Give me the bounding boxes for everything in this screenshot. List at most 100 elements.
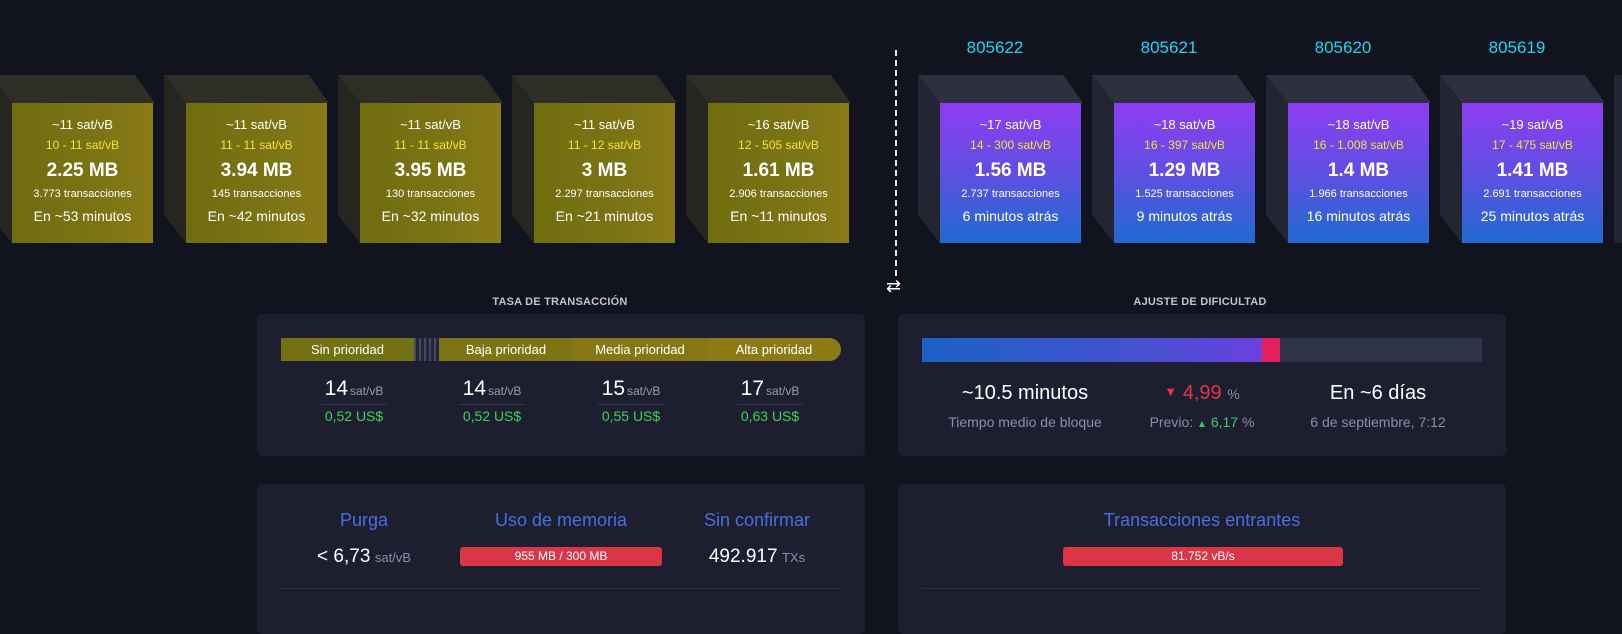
fees-section-title: TASA DE TRANSACCIÓN [492, 296, 628, 308]
block-size: 3.95 MB [394, 160, 467, 181]
fee-usd: 0,55 US$ [598, 404, 664, 424]
block-eta: En ~11 minutos [730, 208, 827, 224]
next-block-edge [1614, 75, 1622, 243]
fee-no-priority: 14 sat/vB 0,52 US$ [294, 377, 414, 426]
block-time-ago: 16 minutos atrás [1306, 208, 1411, 224]
avg-block-time-value: ~10.5 minutos [961, 382, 1089, 404]
pending-block[interactable]: ~11 sat/vB 11 - 11 sat/vB 3.94 MB 145 tr… [164, 75, 329, 243]
difficulty-progress-track [922, 338, 1482, 362]
block-size: 1.29 MB [1148, 160, 1221, 181]
priority-medium: Media prioridad [573, 338, 707, 361]
fee-usd: 0,63 US$ [737, 404, 803, 424]
difficulty-eta: En ~6 días 6 de septiembre, 7:12 [1278, 382, 1478, 430]
previous-unit: % [1241, 414, 1255, 430]
block-size: 3.94 MB [220, 160, 293, 181]
block-height-link[interactable]: 805619 [1488, 38, 1546, 57]
priority-none: Sin prioridad [281, 338, 414, 361]
block-tx-count: 2.906 transacciones [729, 188, 828, 200]
block-fee-range: 11 - 11 sat/vB [220, 138, 293, 152]
pending-block[interactable]: ~16 sat/vB 12 - 505 sat/vB 1.61 MB 2.906… [686, 75, 851, 243]
block-median-fee: ~11 sat/vB [400, 117, 461, 132]
block-fee-range: 17 - 475 sat/vB [1492, 138, 1573, 152]
fee-unit: sat/vB [766, 384, 800, 398]
block-fee-range: 16 - 397 sat/vB [1144, 138, 1225, 152]
mined-block[interactable]: ~18 sat/vB 16 - 397 sat/vB 1.29 MB 1.525… [1092, 75, 1257, 243]
incoming-tx-card: Transacciones entrantes 81.752 vB/s [898, 484, 1506, 634]
mempool-blockchain-divider [895, 50, 897, 276]
purge-title: Purga [339, 510, 389, 530]
fee-value: 14 [462, 377, 486, 400]
priority-bar: Sin prioridad Baja prioridad Media prior… [281, 338, 841, 361]
block-time-ago: 6 minutos atrás [962, 208, 1059, 224]
mined-block[interactable]: ~19 sat/vB 17 - 475 sat/vB 1.41 MB 2.691… [1440, 75, 1605, 243]
difficulty-current-marker [1262, 338, 1280, 362]
block-size: 1.61 MB [742, 160, 815, 181]
difficulty-eta-value: En ~6 días [1329, 382, 1427, 404]
block-eta: En ~53 minutos [33, 208, 132, 224]
block-eta: En ~32 minutos [381, 208, 480, 224]
block-tx-count: 2.297 transacciones [555, 188, 654, 200]
block-median-fee: ~19 sat/vB [1501, 117, 1564, 132]
block-tx-count: 3.773 transacciones [33, 188, 132, 200]
fee-high-priority: 17 sat/vB 0,63 US$ [710, 377, 830, 426]
unconfirmed-value: 492.917 [708, 546, 778, 567]
swap-direction-icon[interactable]: ⇄ [886, 276, 902, 296]
unconfirmed-unit: TXs [782, 550, 806, 565]
arrow-down-icon: ▼ [1164, 384, 1178, 399]
unconfirmed-stat: 492.917 TXs [657, 546, 857, 568]
block-size: 2.25 MB [46, 160, 119, 181]
block-fee-range: 10 - 11 sat/vB [45, 138, 120, 152]
pending-block[interactable]: ~11 sat/vB 11 - 11 sat/vB 3.95 MB 130 tr… [338, 75, 503, 243]
fee-unit: sat/vB [350, 384, 384, 398]
block-time-ago: 25 minutos atrás [1480, 208, 1585, 224]
mined-block[interactable]: ~18 sat/vB 16 - 1.008 sat/vB 1.4 MB 1.96… [1266, 75, 1431, 243]
block-median-fee: ~11 sat/vB [226, 117, 287, 132]
incoming-tx-title: Transacciones entrantes [1103, 510, 1301, 530]
block-median-fee: ~17 sat/vB [979, 117, 1042, 132]
pending-block[interactable]: ~11 sat/vB 10 - 11 sat/vB 2.25 MB 3.773 … [0, 75, 155, 243]
fee-usd: 0,52 US$ [321, 404, 387, 424]
block-height-link[interactable]: 805621 [1140, 38, 1198, 57]
block-median-fee: ~18 sat/vB [1153, 117, 1216, 132]
mempool-stats-card: Purga Uso de memoria Sin confirmar < 6,7… [257, 484, 865, 634]
block-size: 3 MB [581, 160, 628, 181]
block-eta: En ~21 minutos [555, 208, 654, 224]
previous-value: 6,17 [1210, 414, 1239, 430]
block-median-fee: ~16 sat/vB [747, 117, 810, 132]
block-time-ago: 9 minutos atrás [1136, 208, 1233, 224]
difficulty-card: ~10.5 minutos Tiempo medio de bloque ▼ 4… [898, 314, 1506, 456]
block-size: 1.41 MB [1496, 160, 1569, 181]
fee-unit: sat/vB [488, 384, 522, 398]
difficulty-progress-fill [922, 338, 1262, 362]
purge-stat: < 6,73 sat/vB [264, 546, 464, 568]
block-tx-count: 2.691 transacciones [1483, 188, 1582, 200]
block-median-fee: ~11 sat/vB [52, 117, 113, 132]
fee-unit: sat/vB [627, 384, 661, 398]
block-fee-range: 16 - 1.008 sat/vB [1313, 138, 1404, 152]
unconfirmed-title: Sin confirmar [703, 510, 811, 530]
incoming-divider [922, 588, 1482, 589]
block-size: 1.4 MB [1327, 160, 1390, 181]
difficulty-change: ▼ 4,99 % Previo: ▲ 6,17 % [1102, 382, 1302, 430]
block-tx-count: 145 transacciones [211, 188, 302, 200]
block-size: 1.56 MB [974, 160, 1047, 181]
block-height-link[interactable]: 805622 [966, 38, 1024, 57]
fee-medium-priority: 15 sat/vB 0,55 US$ [571, 377, 691, 426]
pending-block[interactable]: ~11 sat/vB 11 - 12 sat/vB 3 MB 2.297 tra… [512, 75, 677, 243]
mined-block[interactable]: ~17 sat/vB 14 - 300 sat/vB 1.56 MB 2.737… [918, 75, 1083, 243]
block-median-fee: ~18 sat/vB [1327, 117, 1390, 132]
block-tx-count: 130 transacciones [385, 188, 476, 200]
block-eta: En ~42 minutos [207, 208, 306, 224]
purge-value: < 6,73 [317, 546, 371, 567]
block-height-link[interactable]: 805620 [1314, 38, 1372, 57]
fee-value: 15 [601, 377, 625, 400]
arrow-up-icon: ▲ [1197, 419, 1207, 430]
memory-usage-bar: 955 MB / 300 MB [460, 547, 662, 566]
block-fee-range: 12 - 505 sat/vB [738, 138, 819, 152]
memory-usage-title: Uso de memoria [494, 510, 628, 530]
difficulty-change-value: 4,99 [1182, 382, 1222, 404]
previous-label: Previo: [1149, 414, 1194, 430]
block-tx-count: 2.737 transacciones [961, 188, 1060, 200]
incoming-tx-bar: 81.752 vB/s [1063, 547, 1343, 566]
block-fee-range: 14 - 300 sat/vB [970, 138, 1051, 152]
